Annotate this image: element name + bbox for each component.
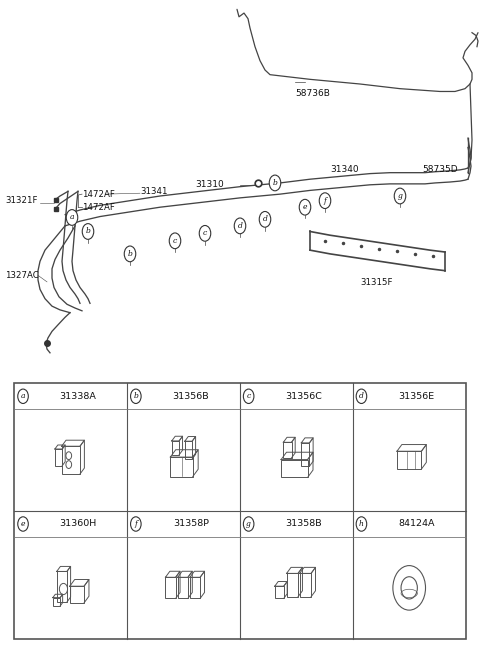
- Text: c: c: [203, 229, 207, 237]
- Circle shape: [299, 199, 311, 215]
- Bar: [397, 451, 421, 469]
- Bar: [287, 573, 298, 597]
- Bar: [185, 441, 192, 459]
- Text: c: c: [247, 392, 251, 400]
- Bar: [166, 577, 176, 599]
- Text: a: a: [70, 214, 74, 221]
- Text: e: e: [21, 520, 25, 528]
- Bar: [53, 597, 60, 606]
- Circle shape: [243, 517, 254, 531]
- Bar: [70, 586, 84, 603]
- Text: a: a: [21, 392, 25, 400]
- Text: d: d: [359, 392, 364, 400]
- Text: b: b: [273, 179, 277, 187]
- Circle shape: [259, 212, 271, 227]
- Circle shape: [18, 517, 28, 531]
- Text: 31340: 31340: [330, 165, 359, 174]
- Text: 31310: 31310: [195, 180, 224, 189]
- Bar: [172, 441, 179, 455]
- Text: g: g: [397, 192, 402, 200]
- Text: 31338A: 31338A: [60, 392, 96, 401]
- Text: e: e: [303, 203, 307, 211]
- Circle shape: [131, 517, 141, 531]
- Text: h: h: [359, 520, 364, 528]
- Text: 31356E: 31356E: [398, 392, 434, 401]
- Text: 31341: 31341: [140, 187, 168, 196]
- Text: 31321F: 31321F: [5, 196, 37, 205]
- Bar: [61, 446, 80, 474]
- Text: g: g: [246, 520, 251, 528]
- Text: b: b: [85, 227, 90, 236]
- Text: 58735D: 58735D: [422, 165, 457, 174]
- Circle shape: [199, 225, 211, 241]
- Circle shape: [319, 193, 331, 208]
- Circle shape: [82, 223, 94, 239]
- Circle shape: [269, 175, 281, 191]
- Text: f: f: [324, 196, 326, 204]
- Text: d: d: [238, 222, 242, 230]
- Bar: [300, 573, 311, 597]
- Bar: [281, 460, 308, 477]
- Text: f: f: [134, 520, 137, 528]
- Bar: [57, 571, 67, 602]
- Circle shape: [234, 218, 246, 234]
- Text: 31315F: 31315F: [360, 278, 393, 287]
- Text: 31358P: 31358P: [173, 519, 209, 529]
- Bar: [283, 442, 291, 458]
- Text: b: b: [133, 392, 138, 400]
- Circle shape: [131, 389, 141, 403]
- Text: 1472AF: 1472AF: [82, 190, 115, 198]
- Bar: [14, 383, 466, 639]
- Text: 31358B: 31358B: [285, 519, 322, 529]
- Bar: [190, 577, 200, 599]
- Bar: [55, 449, 62, 466]
- Text: 31360H: 31360H: [60, 519, 96, 529]
- Bar: [275, 586, 284, 599]
- Text: d: d: [263, 215, 267, 223]
- Bar: [178, 577, 188, 599]
- Circle shape: [124, 246, 136, 262]
- Circle shape: [66, 210, 78, 225]
- Text: 1327AC: 1327AC: [5, 271, 39, 280]
- Text: 31356B: 31356B: [172, 392, 209, 401]
- Text: c: c: [173, 237, 177, 245]
- Bar: [301, 443, 310, 466]
- Circle shape: [394, 188, 406, 204]
- Circle shape: [356, 389, 367, 403]
- Circle shape: [356, 517, 367, 531]
- Text: 1472AF: 1472AF: [82, 202, 115, 212]
- Circle shape: [18, 389, 28, 403]
- Text: 58736B: 58736B: [295, 88, 330, 98]
- Text: b: b: [128, 250, 132, 258]
- Text: 84124A: 84124A: [398, 519, 435, 529]
- Circle shape: [169, 233, 181, 249]
- Circle shape: [243, 389, 254, 403]
- Text: 31356C: 31356C: [285, 392, 322, 401]
- Bar: [170, 457, 193, 477]
